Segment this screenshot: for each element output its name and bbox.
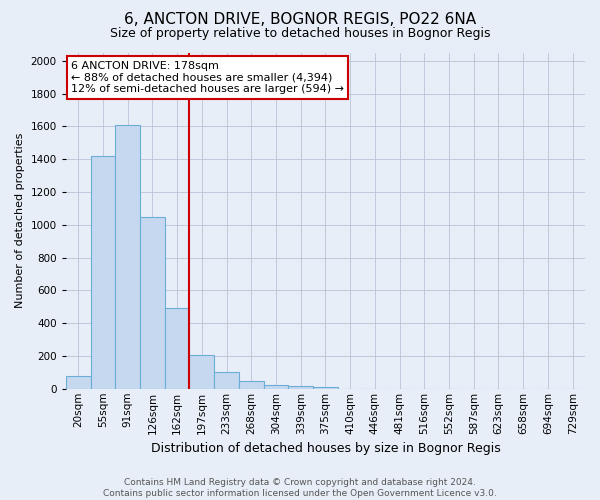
Bar [313, 387, 338, 389]
Bar [66, 376, 91, 389]
Text: 6, ANCTON DRIVE, BOGNOR REGIS, PO22 6NA: 6, ANCTON DRIVE, BOGNOR REGIS, PO22 6NA [124, 12, 476, 28]
X-axis label: Distribution of detached houses by size in Bognor Regis: Distribution of detached houses by size … [151, 442, 500, 455]
Bar [289, 386, 313, 389]
Text: Contains HM Land Registry data © Crown copyright and database right 2024.
Contai: Contains HM Land Registry data © Crown c… [103, 478, 497, 498]
Text: 6 ANCTON DRIVE: 178sqm
← 88% of detached houses are smaller (4,394)
12% of semi-: 6 ANCTON DRIVE: 178sqm ← 88% of detached… [71, 61, 344, 94]
Bar [91, 156, 115, 389]
Bar [239, 382, 263, 389]
Text: Size of property relative to detached houses in Bognor Regis: Size of property relative to detached ho… [110, 28, 490, 40]
Bar [214, 372, 239, 389]
Bar [115, 124, 140, 389]
Bar [165, 308, 190, 389]
Y-axis label: Number of detached properties: Number of detached properties [15, 133, 25, 308]
Bar [263, 384, 289, 389]
Bar [140, 216, 165, 389]
Bar [190, 355, 214, 389]
